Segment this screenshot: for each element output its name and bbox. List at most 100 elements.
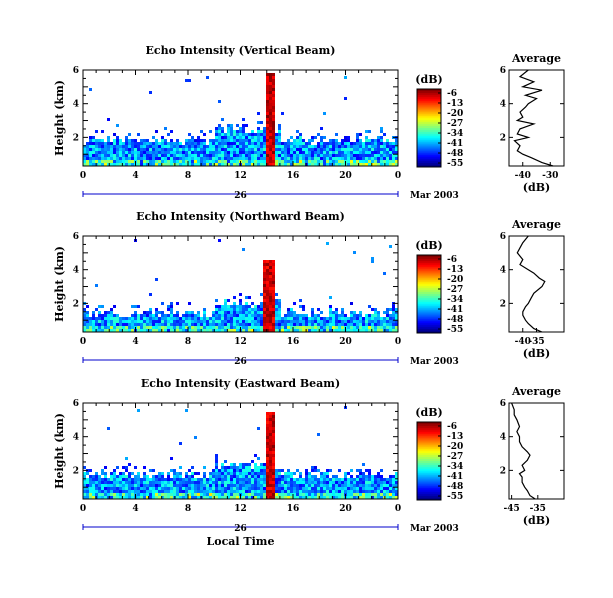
- echo-cell: [263, 287, 266, 290]
- echo-cell: [260, 487, 263, 490]
- echo-cell: [218, 469, 221, 472]
- echo-cell: [206, 317, 209, 320]
- echo-cell: [116, 317, 119, 320]
- echo-cell: [242, 487, 245, 490]
- echo-cell: [329, 154, 332, 157]
- echo-cell: [209, 163, 212, 166]
- echo-cell: [152, 320, 155, 323]
- echo-cell: [293, 151, 296, 154]
- echo-cell: [251, 163, 254, 166]
- echo-cell: [203, 157, 206, 160]
- echo-cell: [296, 160, 299, 163]
- echo-cell: [260, 484, 263, 487]
- echo-cell: [116, 478, 119, 481]
- echo-cell: [266, 118, 269, 121]
- echo-cell: [305, 469, 308, 472]
- echo-cell: [242, 248, 245, 251]
- echo-cell: [173, 487, 176, 490]
- echo-cell: [299, 133, 302, 136]
- echo-cell: [134, 148, 137, 151]
- echo-cell: [350, 481, 353, 484]
- echo-cell: [137, 314, 140, 317]
- echo-cell: [302, 320, 305, 323]
- echo-cell: [263, 329, 266, 332]
- echo-cell: [389, 329, 392, 332]
- echo-cell: [248, 145, 251, 148]
- profile-x-axis-label: (dB): [523, 181, 550, 194]
- echo-cell: [320, 484, 323, 487]
- echo-cell: [368, 475, 371, 478]
- echo-cell: [161, 139, 164, 142]
- echo-cell: [266, 115, 269, 118]
- echo-cell: [263, 163, 266, 166]
- echo-cell: [263, 278, 266, 281]
- echo-cell: [233, 302, 236, 305]
- echo-cell: [134, 139, 137, 142]
- echo-cell: [341, 151, 344, 154]
- echo-cell: [227, 139, 230, 142]
- echo-cell: [341, 317, 344, 320]
- echo-cell: [263, 151, 266, 154]
- echo-cell: [290, 490, 293, 493]
- echo-cell: [110, 311, 113, 314]
- echo-cell: [272, 157, 275, 160]
- echo-cell: [98, 148, 101, 151]
- echo-cell: [356, 481, 359, 484]
- echo-cell: [374, 496, 377, 499]
- echo-cell: [251, 157, 254, 160]
- echo-cell: [299, 142, 302, 145]
- echo-cell: [173, 469, 176, 472]
- echo-cell: [239, 154, 242, 157]
- echo-cell: [248, 326, 251, 329]
- y-tick-label: 2: [73, 133, 79, 143]
- echo-cell: [269, 85, 272, 88]
- echo-cell: [383, 484, 386, 487]
- echo-cell: [374, 490, 377, 493]
- echo-cell: [350, 478, 353, 481]
- echo-cell: [248, 475, 251, 478]
- echo-cell: [233, 466, 236, 469]
- echo-cell: [365, 323, 368, 326]
- echo-cell: [212, 145, 215, 148]
- echo-cell: [92, 478, 95, 481]
- echo-cell: [173, 151, 176, 154]
- echo-cell: [371, 163, 374, 166]
- echo-cell: [335, 133, 338, 136]
- echo-cell: [143, 323, 146, 326]
- echo-cell: [86, 323, 89, 326]
- colorbar-segment: [417, 284, 441, 287]
- echo-cell: [341, 154, 344, 157]
- echo-cell: [203, 145, 206, 148]
- echo-cell: [293, 320, 296, 323]
- echo-cell: [197, 478, 200, 481]
- echo-cell: [260, 463, 263, 466]
- echo-cell: [149, 484, 152, 487]
- echo-cell: [266, 430, 269, 433]
- echo-cell: [233, 472, 236, 475]
- echo-cell: [338, 151, 341, 154]
- echo-cell: [332, 157, 335, 160]
- echo-cell: [92, 148, 95, 151]
- echo-cell: [140, 154, 143, 157]
- echo-cell: [212, 317, 215, 320]
- echo-cell: [317, 490, 320, 493]
- echo-cell: [245, 466, 248, 469]
- echo-cell: [314, 493, 317, 496]
- echo-cell: [233, 493, 236, 496]
- echo-cell: [254, 326, 257, 329]
- echo-cell: [89, 317, 92, 320]
- echo-cell: [206, 326, 209, 329]
- echo-cell: [209, 157, 212, 160]
- echo-cell: [293, 481, 296, 484]
- echo-cell: [224, 478, 227, 481]
- echo-cell: [230, 472, 233, 475]
- echo-cell: [173, 490, 176, 493]
- echo-cell: [230, 308, 233, 311]
- echo-cell: [392, 163, 395, 166]
- echo-cell: [185, 472, 188, 475]
- echo-cell: [122, 320, 125, 323]
- colorbar-segment: [417, 163, 441, 166]
- echo-cell: [338, 145, 341, 148]
- echo-cell: [170, 308, 173, 311]
- echo-cell: [236, 308, 239, 311]
